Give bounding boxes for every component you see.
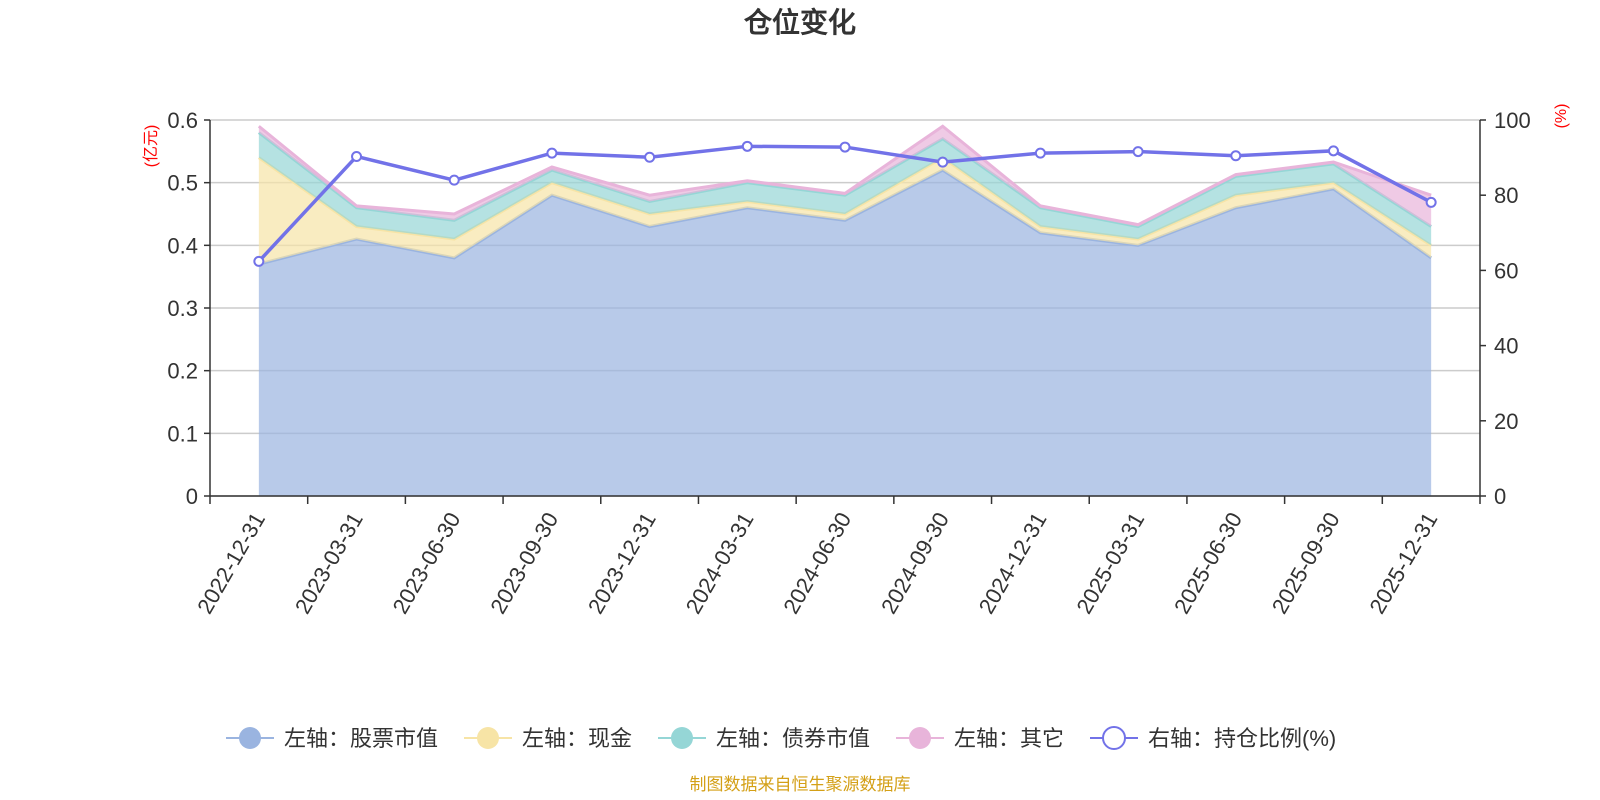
filled-circle-icon bbox=[671, 727, 693, 749]
hollow-circle-icon bbox=[1102, 726, 1126, 750]
left-axis-tick-label: 0.1 bbox=[167, 421, 198, 446]
chart-title: 仓位变化 bbox=[744, 6, 856, 38]
ratio-point bbox=[741, 140, 753, 152]
left-axis-tick-label: 0.3 bbox=[167, 296, 198, 321]
right-axis-tick-label: 0 bbox=[1494, 484, 1506, 509]
left-axis-tick-label: 0.2 bbox=[167, 359, 198, 384]
legend-item-stock: 左轴：股票市值 bbox=[226, 726, 438, 751]
ratio-point bbox=[253, 255, 265, 267]
legend: 左轴：股票市值 左轴：现金 左轴：债券市值 左轴：其它 右轴：持仓比例(%) bbox=[226, 726, 1336, 751]
x-axis-tick-label: 2023-12-31 bbox=[583, 508, 661, 618]
data-source-note: 制图数据来自恒生聚源数据库 bbox=[690, 775, 911, 794]
x-axis-tick-label: 2024-03-31 bbox=[681, 508, 759, 618]
legend-item-other: 左轴：其它 bbox=[896, 726, 1064, 751]
area-edge-other bbox=[257, 124, 1432, 227]
x-axis-tick-label: 2023-09-30 bbox=[485, 508, 563, 618]
ratio-point bbox=[448, 174, 460, 186]
legend-label: 左轴：债券市值 bbox=[716, 726, 870, 751]
ratio-point bbox=[1034, 147, 1046, 159]
ratio-point bbox=[839, 141, 851, 153]
filled-circle-icon bbox=[477, 727, 499, 749]
ratio-point bbox=[546, 147, 558, 159]
right-axis-tick-label: 20 bbox=[1494, 409, 1518, 434]
ratio-point bbox=[1327, 145, 1339, 157]
ratio-point bbox=[1425, 196, 1437, 208]
x-axis-tick-label: 2025-06-30 bbox=[1169, 508, 1247, 618]
x-axis-tick-label: 2023-06-30 bbox=[388, 508, 466, 618]
x-axis-tick-label: 2025-09-30 bbox=[1267, 508, 1345, 618]
ratio-point bbox=[351, 150, 363, 162]
filled-circle-icon bbox=[239, 727, 261, 749]
left-axis-tick-label: 0.4 bbox=[167, 233, 198, 258]
right-axis-tick-label: 40 bbox=[1494, 334, 1518, 359]
right-axis-tick-label: 80 bbox=[1494, 183, 1518, 208]
legend-item-bond: 左轴：债券市值 bbox=[658, 726, 870, 751]
x-axis-tick-label: 2023-03-31 bbox=[290, 508, 368, 618]
right-axis-tick-label: 60 bbox=[1494, 258, 1518, 283]
x-axis-tick-label: 2024-06-30 bbox=[778, 508, 856, 618]
x-axis-tick-label: 2025-12-31 bbox=[1364, 508, 1442, 618]
left-axis-unit: (亿元) bbox=[142, 125, 160, 168]
stacked-areas bbox=[257, 124, 1433, 496]
x-axis-tick-label: 2025-03-31 bbox=[1071, 508, 1149, 618]
x-axis-tick-label: 2022-12-31 bbox=[192, 508, 270, 618]
x-axis-tick-label: 2024-09-30 bbox=[876, 508, 954, 618]
x-axis-tick-label: 2024-12-31 bbox=[974, 508, 1052, 618]
ratio-point bbox=[1230, 150, 1242, 162]
legend-item-ratio: 右轴：持仓比例(%) bbox=[1090, 726, 1336, 751]
legend-item-cash: 左轴：现金 bbox=[464, 726, 632, 751]
legend-label: 左轴：股票市值 bbox=[284, 726, 438, 751]
filled-circle-icon bbox=[909, 727, 931, 749]
legend-label: 右轴：持仓比例(%) bbox=[1148, 726, 1336, 751]
left-axis-tick-label: 0.5 bbox=[167, 171, 198, 196]
ratio-point bbox=[1132, 146, 1144, 158]
ratio-point bbox=[937, 156, 949, 168]
left-axis-tick-label: 0 bbox=[186, 484, 198, 509]
ratio-point bbox=[644, 151, 656, 163]
right-axis-unit: (%) bbox=[1553, 104, 1570, 129]
legend-label: 左轴：其它 bbox=[954, 726, 1064, 751]
left-axis-tick-label: 0.6 bbox=[167, 108, 198, 133]
ratio-line-layer bbox=[253, 140, 1437, 267]
legend-label: 左轴：现金 bbox=[522, 726, 632, 751]
area-stock bbox=[258, 170, 1432, 496]
right-axis-tick-label: 100 bbox=[1494, 108, 1531, 133]
